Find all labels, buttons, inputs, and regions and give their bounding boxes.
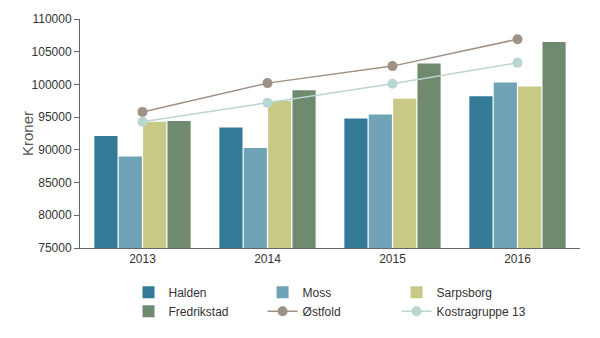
svg-text:Sarpsborg: Sarpsborg — [437, 286, 492, 300]
svg-text:2015: 2015 — [379, 252, 406, 266]
svg-text:80000: 80000 — [38, 208, 72, 222]
svg-text:90000: 90000 — [38, 143, 72, 157]
svg-text:Halden: Halden — [169, 286, 207, 300]
svg-text:2013: 2013 — [129, 252, 156, 266]
svg-text:105000: 105000 — [32, 45, 72, 59]
svg-text:85000: 85000 — [38, 176, 72, 190]
svg-text:2016: 2016 — [504, 252, 531, 266]
svg-text:Fredrikstad: Fredrikstad — [169, 305, 229, 319]
svg-text:Østfold: Østfold — [303, 305, 341, 319]
svg-text:Moss: Moss — [303, 286, 332, 300]
svg-text:Kroner: Kroner — [19, 111, 36, 156]
svg-text:2014: 2014 — [254, 252, 281, 266]
svg-text:95000: 95000 — [38, 110, 72, 124]
svg-text:110000: 110000 — [32, 12, 71, 26]
svg-text:Kostragruppe 13: Kostragruppe 13 — [437, 305, 526, 319]
svg-text:75000: 75000 — [38, 241, 72, 255]
svg-text:100000: 100000 — [32, 78, 72, 92]
